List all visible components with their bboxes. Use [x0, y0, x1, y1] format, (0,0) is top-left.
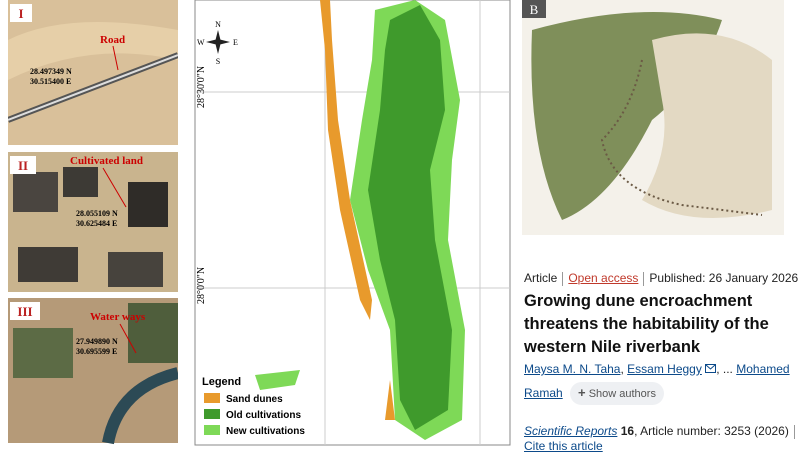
panel-label: Water ways [90, 311, 146, 323]
pointer [112, 45, 119, 71]
panel-numeral: I [18, 6, 23, 21]
longitude: 30.515400 E [30, 77, 71, 86]
field [128, 303, 178, 363]
volume: 16 [620, 424, 635, 438]
email-icon[interactable] [705, 364, 717, 373]
compass-w: W [197, 38, 205, 47]
show-authors[interactable]: Show authors [588, 388, 656, 400]
lat-label: 28°30'0"N [196, 66, 207, 108]
old-cultivations [368, 5, 452, 430]
legend-swatch [204, 425, 220, 435]
lat-label: 28°0'0"N [196, 267, 207, 304]
legend-swatch [204, 393, 220, 403]
latitude: 27.949890 N [76, 337, 118, 346]
article-type: Article [524, 271, 558, 285]
compass-s: S [216, 57, 220, 66]
open-access[interactable]: Open access [568, 271, 639, 285]
cite-link[interactable]: Cite this article [524, 438, 603, 453]
separator [562, 271, 564, 286]
panel-numeral: II [18, 158, 28, 173]
land-use-map: 28°30'0"N 28°0'0"N N S E W Legend Sand d… [194, 0, 511, 446]
article-meta: Article Open access Published: 26 January … [524, 271, 798, 286]
field [128, 182, 168, 227]
road [8, 54, 178, 121]
longitude: 30.625484 E [76, 219, 117, 228]
pointer [102, 167, 127, 208]
figure-tag [522, 0, 546, 18]
show-authors-button[interactable]: + Show authors [570, 382, 664, 405]
legend-item: Old cultivations [226, 410, 301, 421]
longitude: 30.695599 E [76, 347, 117, 356]
legend-item: Sand dunes [226, 394, 283, 405]
dune-illustration: B [522, 0, 784, 235]
panel-label: Cultivated land [70, 155, 143, 167]
ellipsis: ... [722, 362, 733, 376]
latitude: 28.055109 N [76, 209, 118, 218]
panel-numeral: III [17, 304, 32, 319]
compass-n: N [215, 20, 221, 29]
latitude: 28.497349 N [30, 67, 72, 76]
author[interactable]: Mohamed Ramah [524, 362, 790, 400]
article-number: , Article number: 3253 (2026) [634, 424, 789, 438]
field [108, 252, 163, 287]
beach [642, 33, 772, 219]
compass-rose [206, 30, 230, 54]
sand-dunes [385, 380, 395, 420]
article-title: Growing dune encroachment threatens the … [524, 292, 769, 356]
separator [643, 271, 645, 286]
legend-item: New cultivations [226, 426, 305, 437]
legend-swatch [204, 409, 220, 419]
panel-tag [10, 4, 32, 22]
satellite-panels: I Road 28.497349 N 30.515400 E II Cultiv… [8, 0, 178, 445]
field [63, 167, 98, 197]
panel-tag [10, 156, 36, 174]
legend-title: Legend [202, 376, 241, 388]
river [102, 367, 178, 445]
panel-label: Road [100, 34, 125, 46]
figure-label: B [530, 2, 539, 17]
field [13, 328, 73, 378]
author[interactable]: Maysa M. N. Taha [524, 362, 621, 376]
sand-dunes [320, 0, 372, 320]
citation: Scientific Reports 16, Article number: 3… [524, 424, 800, 453]
field [18, 247, 78, 282]
panel-tag [10, 302, 40, 320]
compass-e: E [233, 38, 238, 47]
dune [8, 22, 178, 80]
published-date: Published: 26 January 2026 [649, 271, 799, 285]
author[interactable]: Essam Heggy [627, 362, 702, 376]
pointer [119, 323, 137, 354]
fence [600, 59, 763, 216]
authors: Maysa M. N. Taha, Essam Heggy , ... Moha… [524, 357, 794, 405]
new-cultivations [255, 370, 300, 390]
journal[interactable]: Scientific Reports [524, 424, 618, 438]
field [13, 172, 58, 212]
separator [793, 424, 795, 439]
